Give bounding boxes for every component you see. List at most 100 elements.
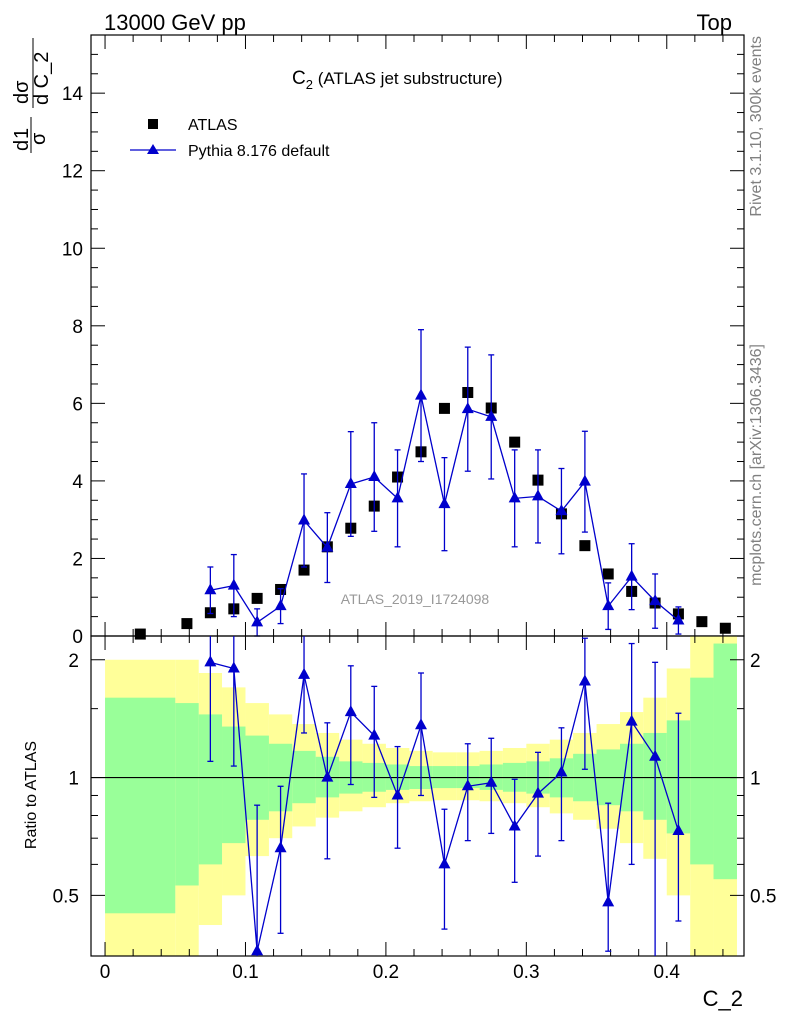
data-point xyxy=(579,540,591,552)
mc-point xyxy=(531,489,544,501)
x-tick-label: 0.2 xyxy=(373,962,399,983)
main-ylabel: d 1 σ dσ d C_2 xyxy=(11,38,53,153)
ratio-point xyxy=(391,788,404,800)
mc-point xyxy=(555,504,568,516)
data-point xyxy=(181,618,193,630)
legend: ATLAS Pythia 8.176 default xyxy=(130,117,330,160)
ratio-ytick-label-right: 1 xyxy=(750,769,761,790)
svg-text:dσ: dσ xyxy=(11,80,33,104)
mc-point xyxy=(321,540,334,552)
legend-marker-mc xyxy=(147,144,159,154)
ratio-point xyxy=(672,824,685,836)
mc-point xyxy=(508,491,521,503)
legend-label-mc: Pythia 8.176 default xyxy=(188,143,330,160)
ratio-point xyxy=(649,749,662,761)
ratio-point xyxy=(531,786,544,798)
ratio-band-green-bin xyxy=(713,643,737,880)
ratio-point xyxy=(415,718,428,730)
svg-text:d: d xyxy=(11,140,33,151)
ratio-ytick-label: 2 xyxy=(68,651,79,672)
main-ytick-label: 14 xyxy=(62,84,84,105)
ratio-band-green-bin xyxy=(198,714,223,865)
ratio-point xyxy=(227,661,240,673)
ratio-point xyxy=(508,819,521,831)
data-point xyxy=(251,592,263,604)
svg-text:1: 1 xyxy=(11,128,33,139)
ratio-point xyxy=(368,728,381,740)
main-ytick-label: 2 xyxy=(72,549,83,570)
main-axes: 0 2 4 6 8 10 12 14 xyxy=(62,34,745,648)
ratio-band-green-bin xyxy=(690,677,714,865)
mc-point xyxy=(578,474,591,486)
ratio-ytick-label: 0.5 xyxy=(53,886,79,907)
mc-point xyxy=(438,497,451,509)
ratio-point xyxy=(555,765,568,777)
svg-text:d C_2: d C_2 xyxy=(31,52,53,105)
mcplots-label: mcplots.cern.ch [arXiv:1306.3436] xyxy=(748,344,765,586)
main-ytick-label: 12 xyxy=(62,162,83,183)
mc-point xyxy=(461,402,474,414)
ratio-point xyxy=(438,857,451,869)
ratio-point xyxy=(461,779,474,791)
header-energy-label: 13000 GeV pp xyxy=(104,10,246,35)
svg-text:σ: σ xyxy=(28,132,50,145)
ratio-point xyxy=(344,705,357,717)
ratio-band-green-bin xyxy=(222,726,246,844)
ratio-ytick-label-right: 0.5 xyxy=(750,886,776,907)
mc-point xyxy=(227,578,240,590)
ratio-point xyxy=(578,674,591,686)
mc-point xyxy=(204,583,217,595)
ratio-marks xyxy=(204,636,685,956)
mc-point xyxy=(251,615,264,627)
mc-point xyxy=(625,569,638,581)
ratio-point xyxy=(625,714,638,726)
main-ytick-label: 8 xyxy=(72,317,83,338)
mc-point xyxy=(298,513,311,525)
data-point xyxy=(134,628,146,640)
plot-title: C2 (ATLAS jet substructure) xyxy=(292,68,503,92)
ratio-ytick-label: 1 xyxy=(68,769,79,790)
data-point xyxy=(509,436,521,448)
main-ytick-label: 6 xyxy=(72,394,83,415)
ratio-ytick-label-right: 2 xyxy=(750,651,761,672)
analysis-watermark: ATLAS_2019_I1724098 xyxy=(341,591,490,607)
legend-marker-data xyxy=(148,119,158,129)
data-point xyxy=(696,616,708,628)
main-ytick-label: 0 xyxy=(72,627,83,648)
rivet-version-label: Rivet 3.1.10, 300k events xyxy=(748,36,765,217)
ratio-point xyxy=(485,775,498,787)
data-point xyxy=(602,568,614,580)
ratio-point xyxy=(298,667,311,679)
mc-point xyxy=(368,470,381,482)
ratio-band-green-bin xyxy=(105,697,176,914)
ratio-bands xyxy=(105,636,737,956)
mc-point xyxy=(485,409,498,421)
x-axis-label: C_2 xyxy=(703,986,743,1011)
ratio-point xyxy=(204,655,217,667)
ratio-ylabel: Ratio to ATLAS xyxy=(23,741,40,849)
main-marks xyxy=(134,329,731,640)
data-point xyxy=(719,622,731,634)
mc-point xyxy=(274,599,287,611)
mc-point xyxy=(672,613,685,625)
ratio-band-green-bin xyxy=(175,703,199,886)
ratio-axes: 0 0.1 0.2 0.3 0.4 0.5 0.5 1 1 2 2 xyxy=(53,635,776,983)
main-ytick-label: 4 xyxy=(72,472,83,493)
x-tick-label: 0.4 xyxy=(654,962,681,983)
ratio-point xyxy=(251,944,264,956)
ratio-point xyxy=(602,895,615,907)
ratio-point xyxy=(321,770,334,782)
mc-point xyxy=(344,477,357,489)
x-tick-label: 0 xyxy=(100,962,111,983)
main-ytick-label: 10 xyxy=(62,239,83,260)
mc-point xyxy=(649,594,662,606)
legend-label-data: ATLAS xyxy=(188,117,238,134)
x-tick-label: 0.1 xyxy=(232,962,258,983)
ratio-frame xyxy=(90,635,745,957)
mc-point xyxy=(391,491,404,503)
mc-point xyxy=(602,599,615,611)
header-process-label: Top xyxy=(697,10,732,35)
ratio-point xyxy=(274,841,287,853)
x-tick-label: 0.3 xyxy=(513,962,539,983)
